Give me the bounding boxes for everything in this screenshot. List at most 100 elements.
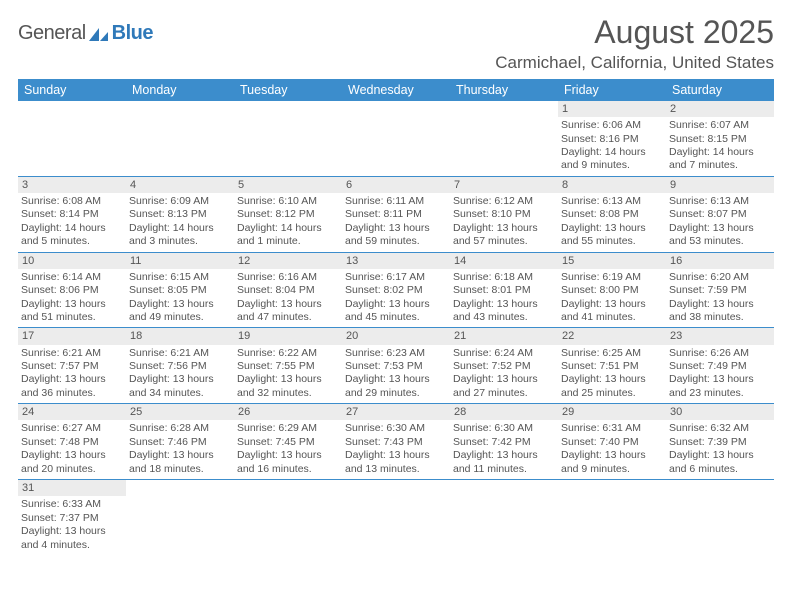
calendar-week: 31Sunrise: 6:33 AMSunset: 7:37 PMDayligh… [18,480,774,555]
day-sunset: Sunset: 7:40 PM [561,436,663,449]
day-number: 1 [558,101,666,117]
calendar-day: 29Sunrise: 6:31 AMSunset: 7:40 PMDayligh… [558,404,666,479]
day-sunset: Sunset: 8:07 PM [669,208,771,221]
day-number [450,480,558,496]
day-sunset: Sunset: 8:16 PM [561,133,663,146]
day-number: 23 [666,328,774,344]
day-daylight: Daylight: 13 hours and 4 minutes. [21,525,123,552]
day-sunset: Sunset: 8:11 PM [345,208,447,221]
day-sunset: Sunset: 8:04 PM [237,284,339,297]
day-daylight: Daylight: 14 hours and 9 minutes. [561,146,663,173]
logo: General Blue [18,22,153,45]
day-daylight: Daylight: 13 hours and 16 minutes. [237,449,339,476]
day-sunrise: Sunrise: 6:28 AM [129,422,231,435]
day-number: 5 [234,177,342,193]
day-sunrise: Sunrise: 6:12 AM [453,195,555,208]
day-sunset: Sunset: 8:15 PM [669,133,771,146]
day-number: 4 [126,177,234,193]
day-sunrise: Sunrise: 6:13 AM [669,195,771,208]
calendar-day: 14Sunrise: 6:18 AMSunset: 8:01 PMDayligh… [450,253,558,328]
day-sunrise: Sunrise: 6:21 AM [21,347,123,360]
weekday-header: Monday [126,79,234,101]
day-number [666,480,774,496]
day-daylight: Daylight: 13 hours and 47 minutes. [237,298,339,325]
day-number [342,101,450,117]
calendar-day: 22Sunrise: 6:25 AMSunset: 7:51 PMDayligh… [558,328,666,403]
day-number [342,480,450,496]
calendar-day [342,480,450,555]
calendar-day: 17Sunrise: 6:21 AMSunset: 7:57 PMDayligh… [18,328,126,403]
calendar-day [126,480,234,555]
calendar-day [450,101,558,176]
calendar-day: 24Sunrise: 6:27 AMSunset: 7:48 PMDayligh… [18,404,126,479]
day-daylight: Daylight: 13 hours and 18 minutes. [129,449,231,476]
day-number: 16 [666,253,774,269]
header: General Blue August 2025 Carmichael, Cal… [18,14,774,73]
day-number: 25 [126,404,234,420]
day-sunset: Sunset: 7:53 PM [345,360,447,373]
day-sunrise: Sunrise: 6:33 AM [21,498,123,511]
day-daylight: Daylight: 13 hours and 34 minutes. [129,373,231,400]
day-sunrise: Sunrise: 6:14 AM [21,271,123,284]
day-number [450,101,558,117]
day-number: 19 [234,328,342,344]
day-sunset: Sunset: 8:06 PM [21,284,123,297]
day-sunset: Sunset: 7:51 PM [561,360,663,373]
weekday-header: Friday [558,79,666,101]
day-sunset: Sunset: 8:12 PM [237,208,339,221]
day-sunrise: Sunrise: 6:29 AM [237,422,339,435]
calendar-day: 9Sunrise: 6:13 AMSunset: 8:07 PMDaylight… [666,177,774,252]
day-sunset: Sunset: 8:01 PM [453,284,555,297]
day-number: 9 [666,177,774,193]
day-number [234,480,342,496]
day-number: 7 [450,177,558,193]
calendar-day [558,480,666,555]
day-number: 14 [450,253,558,269]
day-sunrise: Sunrise: 6:07 AM [669,119,771,132]
day-daylight: Daylight: 13 hours and 43 minutes. [453,298,555,325]
day-sunrise: Sunrise: 6:26 AM [669,347,771,360]
day-number: 24 [18,404,126,420]
day-number [18,101,126,117]
calendar-day: 10Sunrise: 6:14 AMSunset: 8:06 PMDayligh… [18,253,126,328]
calendar-day: 6Sunrise: 6:11 AMSunset: 8:11 PMDaylight… [342,177,450,252]
day-sunset: Sunset: 7:43 PM [345,436,447,449]
day-sunrise: Sunrise: 6:21 AM [129,347,231,360]
calendar-week: 24Sunrise: 6:27 AMSunset: 7:48 PMDayligh… [18,404,774,480]
day-daylight: Daylight: 13 hours and 29 minutes. [345,373,447,400]
calendar-day: 7Sunrise: 6:12 AMSunset: 8:10 PMDaylight… [450,177,558,252]
day-sunset: Sunset: 7:42 PM [453,436,555,449]
day-sunset: Sunset: 7:49 PM [669,360,771,373]
calendar-day: 19Sunrise: 6:22 AMSunset: 7:55 PMDayligh… [234,328,342,403]
day-number: 15 [558,253,666,269]
day-number [558,480,666,496]
calendar-day: 20Sunrise: 6:23 AMSunset: 7:53 PMDayligh… [342,328,450,403]
day-number: 12 [234,253,342,269]
day-number: 13 [342,253,450,269]
day-number: 3 [18,177,126,193]
day-number: 27 [342,404,450,420]
location-text: Carmichael, California, United States [495,53,774,73]
day-sunrise: Sunrise: 6:22 AM [237,347,339,360]
calendar-day [450,480,558,555]
day-number: 8 [558,177,666,193]
day-number: 11 [126,253,234,269]
day-sunset: Sunset: 8:13 PM [129,208,231,221]
day-number: 6 [342,177,450,193]
day-number: 28 [450,404,558,420]
day-number [126,480,234,496]
day-sunset: Sunset: 7:57 PM [21,360,123,373]
calendar-day: 21Sunrise: 6:24 AMSunset: 7:52 PMDayligh… [450,328,558,403]
day-sunset: Sunset: 8:08 PM [561,208,663,221]
day-sunrise: Sunrise: 6:25 AM [561,347,663,360]
day-sunrise: Sunrise: 6:13 AM [561,195,663,208]
day-sunset: Sunset: 7:45 PM [237,436,339,449]
day-sunset: Sunset: 8:02 PM [345,284,447,297]
calendar-day: 1Sunrise: 6:06 AMSunset: 8:16 PMDaylight… [558,101,666,176]
weekday-header: Saturday [666,79,774,101]
day-sunset: Sunset: 7:46 PM [129,436,231,449]
day-number [234,101,342,117]
calendar-day: 25 Sunrise: 6:28 AMSunset: 7:46 PMDayligh… [126,404,234,479]
weekday-header: Wednesday [342,79,450,101]
calendar-day: 15Sunrise: 6:19 AMSunset: 8:00 PMDayligh… [558,253,666,328]
